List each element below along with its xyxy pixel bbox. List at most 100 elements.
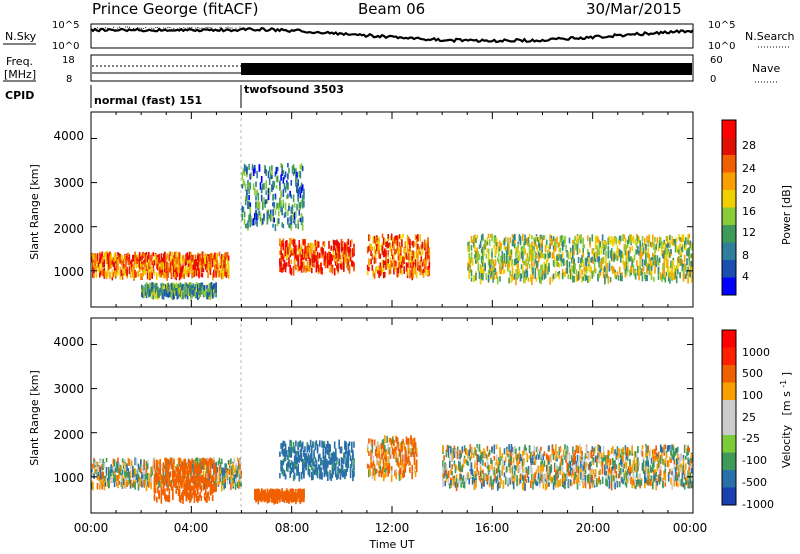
velocity-echo-cell	[289, 488, 291, 493]
power-echo-cell	[200, 267, 203, 275]
power-echo-cell	[327, 252, 329, 260]
power-echo-cell	[250, 216, 253, 222]
power-echo-cell	[421, 248, 424, 256]
power-echo-cell	[257, 192, 260, 200]
power-echo-cell	[491, 252, 493, 258]
power-echo-cell	[178, 287, 181, 294]
power-echo-cell	[571, 257, 573, 264]
power-echo-cell	[413, 251, 416, 258]
velocity-echo-cell	[160, 486, 163, 492]
velocity-echo-cell	[295, 456, 297, 464]
velocity-echo-cell	[286, 463, 288, 471]
power-echo-cell	[283, 254, 286, 259]
power-echo-cell	[162, 290, 165, 297]
power-echo-cell	[288, 205, 290, 211]
power-echo-cell	[498, 246, 500, 253]
power-echo-cell	[573, 276, 575, 283]
power-echo-cell	[144, 268, 147, 274]
power-echo-cell	[107, 259, 109, 265]
velocity-echo-cell	[193, 489, 196, 498]
power-echo-cell	[681, 259, 684, 266]
power-echo-cell	[173, 255, 175, 261]
power-echo-cell	[218, 251, 221, 257]
power-echo-cell	[468, 262, 470, 268]
power-echo-cell	[127, 252, 130, 257]
power-echo-cell	[639, 258, 641, 267]
power-echo-cell	[109, 252, 111, 258]
velocity-echo-cell	[166, 487, 168, 492]
velocity-echo-cell	[351, 441, 353, 447]
velocity-echo-cell	[376, 446, 378, 452]
velocity-echo-cell	[117, 474, 119, 481]
power-echo-cell	[408, 248, 410, 255]
power-echo-cell	[405, 252, 408, 260]
power-echo-cell	[244, 184, 247, 192]
power-echo-cell	[288, 223, 290, 228]
power-echo-cell	[112, 272, 115, 278]
power-echo-cell	[304, 265, 306, 271]
power-echo-cell	[328, 240, 330, 249]
power-echo-cell	[221, 259, 223, 267]
velocity-echo-cell	[217, 460, 220, 466]
velocity-echo-cell	[172, 489, 174, 497]
power-echo-cell	[584, 274, 587, 282]
power-echo-cell	[607, 276, 610, 284]
velocity-echo-cell	[183, 462, 185, 471]
power-echo-cell	[496, 257, 499, 262]
velocity-echo-cell	[198, 494, 200, 502]
power-echo-cell	[614, 272, 616, 279]
velocity-echo-cell	[323, 441, 326, 447]
power-echo-cell	[299, 217, 302, 223]
power-echo-cell	[149, 265, 151, 270]
power-echo-cell	[329, 267, 331, 273]
power-echo-cell	[602, 267, 605, 274]
power-echo-cell	[292, 267, 295, 276]
power-echo-cell	[160, 273, 163, 278]
velocity-echo-cell	[137, 483, 140, 491]
velocity-echo-cell	[159, 473, 161, 478]
velocity-echo-cell	[388, 466, 391, 474]
power-echo-cell	[636, 235, 638, 241]
power-echo-cell	[99, 251, 101, 259]
power-echo-cell	[605, 262, 607, 267]
velocity-echo-cell	[376, 452, 378, 461]
velocity-echo-cell	[371, 445, 374, 453]
power-echo-cell	[211, 286, 214, 294]
velocity-echo-cell	[192, 459, 195, 468]
power-echo-cell	[495, 237, 498, 243]
power-echo-cell	[148, 252, 150, 259]
velocity-echo-cell	[283, 470, 286, 477]
power-echo-cell	[227, 268, 230, 276]
velocity-echo-cell	[296, 470, 298, 476]
power-echo-cell	[525, 268, 527, 275]
power-echo-cell	[208, 292, 210, 297]
power-echo-cell	[511, 267, 514, 275]
power-echo-cell	[646, 268, 648, 274]
power-echo-cell	[641, 251, 644, 257]
power-echo-cell	[670, 260, 672, 268]
power-echo-cell	[141, 265, 143, 271]
power-echo-cell	[150, 265, 152, 273]
power-echo-cell	[199, 253, 201, 261]
power-echo-cell	[507, 260, 509, 266]
velocity-echo-cell	[161, 489, 164, 495]
power-echo-cell	[569, 252, 572, 260]
power-echo-cell	[164, 291, 166, 297]
power-echo-cell	[117, 270, 119, 275]
power-echo-cell	[288, 257, 290, 264]
power-echo-cell	[689, 262, 692, 271]
velocity-echo-cell	[169, 462, 172, 469]
power-echo-cell	[256, 221, 258, 227]
power-echo-cell	[219, 256, 222, 264]
power-echo-cell	[626, 261, 629, 267]
power-echo-cell	[606, 273, 608, 279]
power-echo-cell	[206, 256, 208, 262]
velocity-echo-cell	[102, 458, 104, 466]
power-echo-cell	[393, 244, 395, 250]
velocity-echo-cell	[211, 458, 214, 464]
power-echo-cell	[295, 224, 297, 229]
power-echo-cell	[339, 258, 342, 264]
power-echo-cell	[293, 216, 296, 225]
power-echo-cell	[494, 237, 497, 246]
power-echo-cell	[524, 239, 526, 246]
